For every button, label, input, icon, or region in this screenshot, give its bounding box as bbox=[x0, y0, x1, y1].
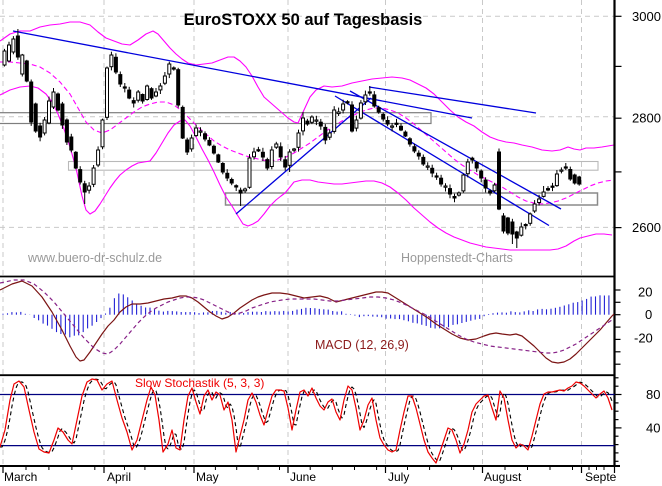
svg-text:April: April bbox=[107, 470, 131, 484]
svg-text:0: 0 bbox=[645, 307, 652, 322]
svg-text:Hoppenstedt-Charts: Hoppenstedt-Charts bbox=[401, 251, 513, 265]
svg-text:May: May bbox=[196, 470, 219, 484]
svg-text:80: 80 bbox=[646, 387, 660, 402]
svg-text:March: March bbox=[4, 470, 37, 484]
svg-text:-20: -20 bbox=[634, 331, 653, 346]
svg-text:www.buero-dr-schulz.de: www.buero-dr-schulz.de bbox=[27, 251, 162, 265]
svg-text:Slow Stochastik (5, 3, 3): Slow Stochastik (5, 3, 3) bbox=[135, 376, 264, 390]
svg-text:Septe: Septe bbox=[585, 470, 617, 484]
svg-text:EuroSTOXX 50 auf Tagesbasis: EuroSTOXX 50 auf Tagesbasis bbox=[184, 11, 423, 29]
svg-text:40: 40 bbox=[646, 420, 660, 435]
svg-text:August: August bbox=[484, 470, 522, 484]
svg-text:2600: 2600 bbox=[632, 220, 661, 235]
svg-text:June: June bbox=[290, 470, 316, 484]
svg-text:2800: 2800 bbox=[632, 111, 661, 126]
svg-text:3000: 3000 bbox=[632, 9, 661, 24]
svg-text:July: July bbox=[388, 470, 409, 484]
svg-text:MACD (12, 26,9): MACD (12, 26,9) bbox=[315, 338, 409, 352]
svg-text:20: 20 bbox=[638, 285, 652, 300]
